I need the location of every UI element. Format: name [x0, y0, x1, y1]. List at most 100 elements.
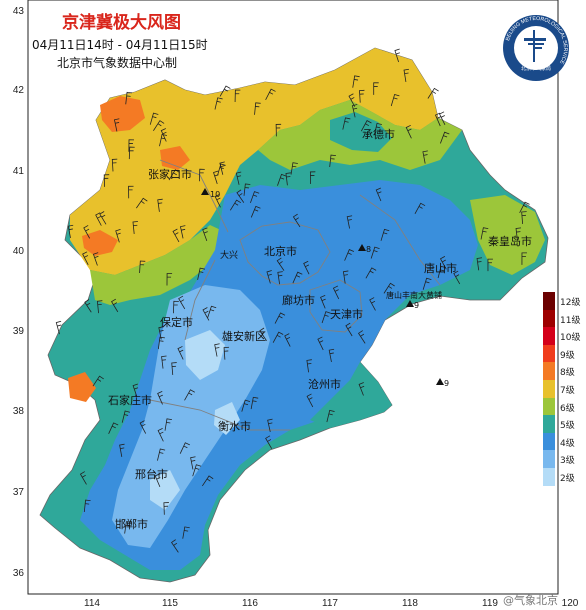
city-label-beijing: 北京市 — [264, 244, 297, 258]
wind-barb-icon — [219, 161, 225, 175]
wind-barbs — [55, 48, 530, 553]
wind-barb-icon — [84, 299, 92, 313]
legend-swatch — [543, 344, 555, 363]
wind-barb-icon — [306, 359, 312, 373]
legend-item: 7级 — [543, 379, 583, 398]
wind-barb-icon — [55, 320, 62, 335]
wind-barb-icon — [265, 88, 276, 101]
wind-barb-icon — [272, 331, 284, 343]
wind-barb-icon — [241, 399, 251, 412]
wind-barb-icon — [214, 194, 221, 208]
wind-barb-icon — [139, 420, 147, 434]
wind-barb-icon — [79, 471, 87, 485]
wind-barb-icon — [202, 227, 208, 242]
wind-barb-icon — [348, 93, 356, 107]
lat-tick: 37 — [13, 487, 25, 498]
wind-barb-icon — [358, 330, 366, 344]
wind-barb-icon — [309, 171, 316, 184]
wind-barb-icon — [265, 435, 273, 449]
wind-barb-icon — [290, 162, 298, 175]
region-yellow-north — [70, 48, 438, 275]
wind-barb-icon — [422, 277, 432, 290]
wind-barb-icon — [521, 211, 527, 224]
legend-swatch — [543, 309, 555, 328]
wind-barb-icon — [358, 382, 365, 396]
city-labels: 承德市 张家口市 秦皇岛市 北京市 大兴 唐山市 唐山丰南大黄铺 天津市 保定市… — [108, 127, 532, 531]
station-value: 10 — [210, 190, 220, 199]
legend-item: 3级 — [543, 450, 583, 468]
wind-barb-icon — [197, 267, 206, 280]
wind-barb-icon — [217, 163, 226, 176]
wind-scale-legend: 12级 11级 10级 9级 8级 7级 6级 5级 4级 3级 2级 — [543, 292, 583, 486]
wind-barb-icon — [111, 298, 119, 313]
legend-item: 9级 — [543, 344, 583, 363]
wind-barb-icon — [519, 201, 530, 214]
city-label-hengshui: 衡水市 — [218, 419, 251, 433]
wind-barb-icon — [136, 197, 148, 209]
wind-barb-icon — [103, 174, 110, 187]
region-green-mid — [90, 225, 225, 305]
wind-barb-icon — [161, 355, 167, 369]
legend-swatch — [543, 415, 555, 433]
wind-barb-icon — [149, 112, 159, 125]
wind-barb-icon — [199, 168, 205, 182]
wind-barb-icon — [172, 300, 179, 314]
wind-barb-icon — [344, 249, 355, 261]
lat-tick: 40 — [13, 246, 25, 257]
wind-barb-icon — [292, 271, 303, 284]
wind-barb-icon — [154, 473, 161, 488]
wind-barb-icon — [453, 270, 461, 285]
time-range: 04月11日14时 - 04月11日15时 — [32, 38, 208, 52]
wind-barb-icon — [159, 134, 168, 147]
legend-swatch — [543, 379, 555, 398]
wind-barb-icon — [132, 221, 138, 235]
lat-tick: 42 — [13, 85, 25, 96]
wind-barb-icon — [440, 131, 450, 144]
region-orange-northwest — [100, 96, 145, 132]
legend-label: 6级 — [560, 403, 575, 414]
legend-label: 9级 — [560, 350, 575, 361]
wind-barb-icon — [476, 257, 483, 271]
wind-barb-icon — [184, 389, 195, 401]
wind-barb-icon — [223, 346, 230, 360]
wind-barb-icon — [360, 120, 372, 132]
lat-tick: 41 — [13, 166, 25, 177]
wind-barb-icon — [202, 307, 210, 321]
legend-swatch — [543, 327, 555, 345]
wind-barb-icon — [437, 265, 446, 279]
wind-barb-icon — [275, 123, 282, 137]
legend-label: 7级 — [560, 385, 575, 396]
wind-barb-icon — [219, 85, 231, 97]
wind-barb-icon — [345, 322, 353, 337]
city-label-chengde: 承德市 — [362, 127, 395, 141]
legend-swatch — [543, 432, 555, 451]
wind-barb-icon — [277, 173, 287, 186]
wind-barb-icon — [113, 118, 120, 132]
wind-barb-icon — [375, 187, 382, 202]
wind-barb-icon — [179, 442, 190, 454]
wind-barb-icon — [157, 428, 164, 442]
wind-barb-icon — [192, 464, 202, 477]
wind-barb-icon — [320, 295, 326, 309]
wind-barb-icon — [427, 87, 439, 99]
lon-tick: 116 — [242, 598, 258, 609]
wind-barb-icon — [374, 122, 382, 136]
region-orange-southwest — [68, 372, 96, 402]
wind-barb-icon — [168, 169, 180, 181]
wind-barb-icon — [125, 91, 133, 105]
wind-barb-icon — [373, 82, 379, 95]
city-label-xingtai: 邢台市 — [135, 467, 168, 481]
legend-item: 11级 — [543, 309, 583, 328]
legend-item: 5级 — [543, 415, 583, 433]
wind-barb-icon — [160, 128, 167, 142]
wind-barb-icon — [259, 327, 267, 341]
wind-barb-icon — [82, 251, 89, 265]
wind-barb-icon — [157, 391, 163, 405]
wind-barb-icon — [351, 104, 358, 118]
wind-barb-icon — [328, 348, 335, 363]
lon-ticks: 114 115 116 117 118 119 120 — [84, 598, 579, 609]
legend-label: 11级 — [560, 315, 581, 326]
city-label-handan: 邯郸市 — [115, 517, 148, 531]
logo-inner-text: 北京市气象局 — [521, 65, 551, 72]
wind-barb-icon — [108, 422, 119, 434]
